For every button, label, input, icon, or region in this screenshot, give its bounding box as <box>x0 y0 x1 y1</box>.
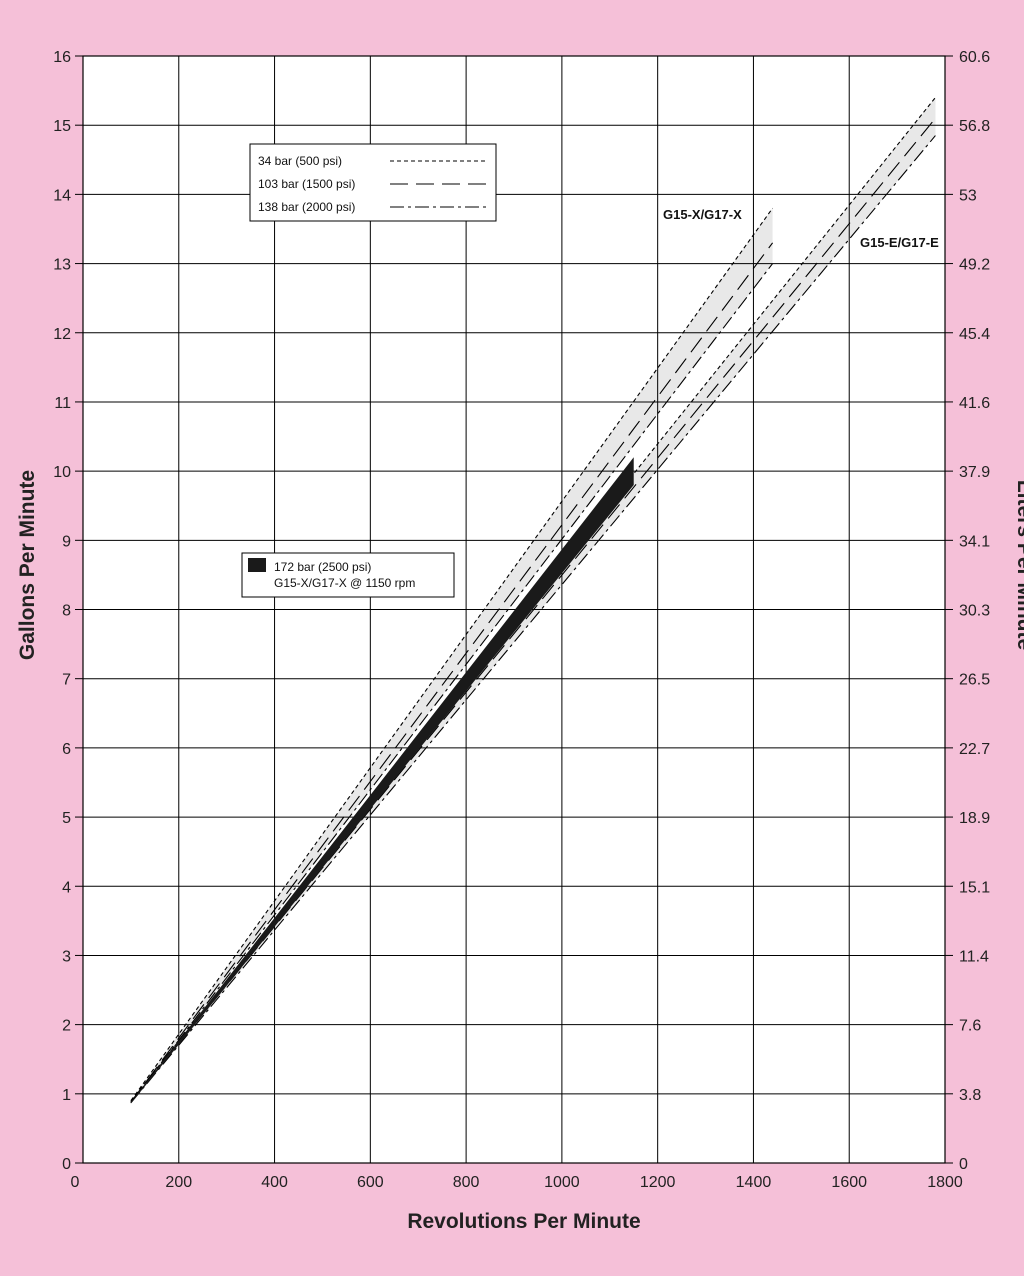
x-tick-label: 1600 <box>831 1174 867 1191</box>
y2-tick-label: 3.8 <box>959 1087 981 1104</box>
y2-tick-label: 7.6 <box>959 1018 981 1035</box>
y2-tick-label: 11.4 <box>959 948 989 965</box>
y-tick-label: 3 <box>62 948 71 965</box>
axes: 0 200 400 600 800 1000 1200 1400 1600 18000123456… <box>53 49 990 1191</box>
y-tick-label: 11 <box>54 395 71 412</box>
y-tick-label: 5 <box>62 810 71 827</box>
series-line-x-dash-dot <box>130 263 774 1104</box>
series-line-e-short <box>130 97 936 1102</box>
y-tick-label: 8 <box>62 603 71 620</box>
x-tick-label: 1200 <box>640 1174 676 1191</box>
legend-band: 172 bar (2500 psi) G15-X/G17-X @ 1150 rp… <box>241 552 455 598</box>
y2-tick-label: 41.6 <box>959 395 990 412</box>
y-tick-label: 12 <box>53 326 71 343</box>
y2-tick-label: 26.5 <box>959 672 990 689</box>
series-line-x-short <box>130 207 774 1102</box>
x-tick-label: 400 <box>261 1174 288 1191</box>
legend-band-box <box>241 552 455 598</box>
legend-label-1500psi: 103 bar (1500 psi) <box>258 177 355 191</box>
y-tick-label: 4 <box>62 879 71 896</box>
y-tick-label: 16 <box>53 49 71 66</box>
y-tick-label: 9 <box>62 533 71 550</box>
x-axis-title: Revolutions Per Minute <box>407 1210 640 1233</box>
y-tick-label: 6 <box>62 741 71 758</box>
y2-tick-label: 37.9 <box>959 464 990 481</box>
y2-tick-label: 49.2 <box>959 257 990 274</box>
y-tick-label: 1 <box>62 1087 71 1104</box>
y-tick-label: 10 <box>53 464 71 481</box>
y-tick-label: 15 <box>53 118 71 135</box>
x-tick-label: 800 <box>453 1174 480 1191</box>
y2-tick-label: 56.8 <box>959 118 990 135</box>
y-tick-label: 13 <box>53 257 71 274</box>
x-tick-label: 1400 <box>736 1174 772 1191</box>
y-tick-label: 14 <box>53 187 71 204</box>
pump-label-e: G15-E/G17-E <box>860 235 939 250</box>
y2-tick-label: 34.1 <box>959 533 990 550</box>
legend-line-styles: 34 bar (500 psi) 103 bar (1500 psi) 138 … <box>249 143 497 222</box>
y-tick-label: 2 <box>62 1018 71 1035</box>
x-tick-label: 600 <box>357 1174 384 1191</box>
x-tick-label: 200 <box>165 1174 192 1191</box>
legend-band-swatch <box>248 558 266 572</box>
x-tick-label: 0 <box>71 1174 80 1191</box>
series-line-e-dash-dot <box>130 135 936 1104</box>
y2-tick-label: 18.9 <box>959 810 990 827</box>
y2-axis-title: Liters Per Minute <box>1013 480 1024 650</box>
y-tick-label: 0 <box>62 1156 71 1173</box>
y2-tick-label: 53 <box>959 187 977 204</box>
x-tick-label: 1000 <box>544 1174 580 1191</box>
y2-tick-label: 22.7 <box>959 741 990 758</box>
y2-tick-label: 15.1 <box>959 879 990 896</box>
legend-band-line2: G15-X/G17-X @ 1150 rpm <box>274 576 415 590</box>
plot-area <box>82 55 946 1164</box>
legend-band-line1: 172 bar (2500 psi) <box>274 560 371 574</box>
y-tick-label: 7 <box>62 672 71 689</box>
series-line-x-long <box>130 242 774 1103</box>
y2-tick-label: 0 <box>959 1156 968 1173</box>
x-tick-label: 1800 <box>927 1174 963 1191</box>
envelope-x <box>130 208 773 1103</box>
legend-label-500psi: 34 bar (500 psi) <box>258 154 342 168</box>
legend-box <box>249 143 497 222</box>
y2-tick-label: 60.6 <box>959 49 990 66</box>
y2-tick-label: 45.4 <box>959 326 990 343</box>
pump-label-x: G15-X/G17-X <box>663 207 742 222</box>
legend-label-2000psi: 138 bar (2000 psi) <box>258 200 355 214</box>
y-axis-title: Gallons Per Minute <box>16 470 39 660</box>
y2-tick-label: 30.3 <box>959 603 990 620</box>
band-2500psi <box>130 457 634 1104</box>
